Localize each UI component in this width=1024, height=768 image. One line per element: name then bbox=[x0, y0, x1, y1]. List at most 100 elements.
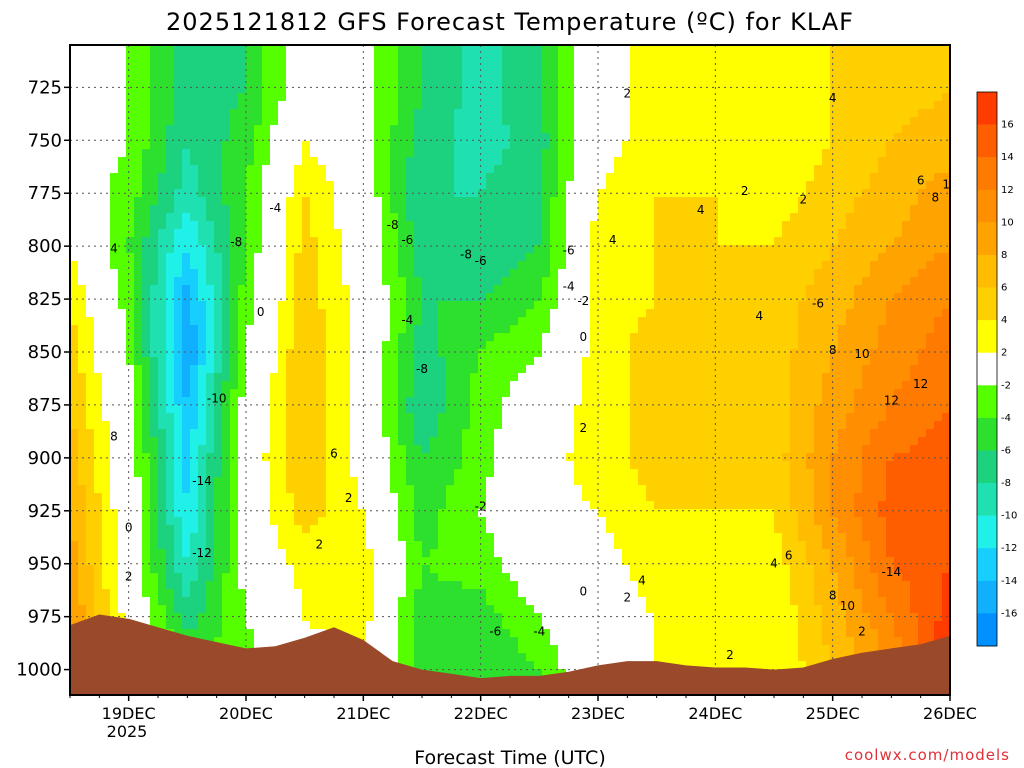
temperature-cell bbox=[390, 317, 399, 326]
temperature-cell bbox=[238, 293, 247, 302]
temperature-cell bbox=[374, 477, 383, 486]
temperature-cell bbox=[398, 445, 407, 454]
temperature-cell bbox=[438, 381, 447, 390]
temperature-cell bbox=[478, 149, 487, 158]
temperature-cell bbox=[78, 381, 87, 390]
temperature-cell bbox=[390, 565, 399, 574]
temperature-cell bbox=[390, 517, 399, 526]
temperature-cell bbox=[318, 301, 327, 310]
temperature-cell bbox=[270, 221, 279, 230]
temperature-cell bbox=[454, 325, 463, 334]
temperature-cell bbox=[262, 605, 271, 614]
temperature-cell bbox=[254, 541, 263, 550]
temperature-cell bbox=[278, 581, 287, 590]
temperature-cell bbox=[486, 453, 495, 462]
temperature-cell bbox=[102, 269, 111, 278]
temperature-cell bbox=[494, 661, 503, 670]
temperature-cell bbox=[334, 301, 343, 310]
temperature-cell bbox=[454, 277, 463, 286]
temperature-cell bbox=[126, 533, 135, 542]
temperature-cell bbox=[438, 213, 447, 222]
temperature-cell bbox=[310, 85, 319, 94]
temperature-cell bbox=[94, 253, 103, 262]
temperature-cell bbox=[190, 509, 199, 518]
temperature-cell bbox=[262, 165, 271, 174]
temperature-cell bbox=[510, 149, 519, 158]
temperature-cell bbox=[366, 205, 375, 214]
temperature-cell bbox=[270, 629, 279, 638]
temperature-cell bbox=[246, 613, 255, 622]
temperature-cell bbox=[286, 405, 295, 414]
temperature-cell bbox=[302, 133, 311, 142]
temperature-cell bbox=[270, 549, 279, 558]
temperature-cell bbox=[206, 325, 215, 334]
temperature-cell bbox=[214, 405, 223, 414]
temperature-cell bbox=[414, 101, 423, 110]
temperature-cell bbox=[398, 189, 407, 198]
temperature-cell bbox=[358, 277, 367, 286]
temperature-cell bbox=[358, 125, 367, 134]
temperature-cell bbox=[326, 621, 335, 630]
temperature-cell bbox=[518, 237, 527, 246]
temperature-cell bbox=[398, 597, 407, 606]
temperature-cell bbox=[190, 197, 199, 206]
temperature-cell bbox=[470, 277, 479, 286]
temperature-cell bbox=[390, 237, 399, 246]
temperature-cell bbox=[494, 61, 503, 70]
temperature-cell bbox=[70, 397, 79, 406]
temperature-cell bbox=[302, 605, 311, 614]
temperature-cell bbox=[534, 549, 543, 558]
temperature-cell bbox=[382, 581, 391, 590]
temperature-cell bbox=[166, 133, 175, 142]
temperature-cell bbox=[118, 157, 127, 166]
temperature-cell bbox=[166, 245, 175, 254]
temperature-cell bbox=[342, 421, 351, 430]
temperature-cell bbox=[166, 61, 175, 70]
temperature-cell bbox=[430, 365, 439, 374]
temperature-cell bbox=[222, 325, 231, 334]
temperature-cell bbox=[230, 213, 239, 222]
temperature-cell bbox=[334, 549, 343, 558]
temperature-cell bbox=[326, 565, 335, 574]
temperature-cell bbox=[542, 389, 551, 398]
temperature-cell bbox=[494, 205, 503, 214]
temperature-cell bbox=[118, 549, 127, 558]
temperature-cell bbox=[246, 117, 255, 126]
temperature-cell bbox=[550, 301, 559, 310]
temperature-cell bbox=[510, 381, 519, 390]
temperature-cell bbox=[94, 533, 103, 542]
temperature-cell bbox=[126, 541, 135, 550]
temperature-cell bbox=[454, 413, 463, 422]
temperature-cell bbox=[526, 381, 535, 390]
temperature-cell bbox=[486, 117, 495, 126]
temperature-cell bbox=[534, 453, 543, 462]
temperature-cell bbox=[542, 397, 551, 406]
temperature-cell bbox=[142, 333, 151, 342]
temperature-cell bbox=[510, 165, 519, 174]
temperature-cell bbox=[318, 93, 327, 102]
temperature-cell bbox=[398, 373, 407, 382]
temperature-cell bbox=[406, 357, 415, 366]
temperature-cell bbox=[126, 133, 135, 142]
temperature-cell bbox=[390, 589, 399, 598]
temperature-cell bbox=[526, 221, 535, 230]
temperature-cell bbox=[254, 141, 263, 150]
temperature-cell bbox=[110, 93, 119, 102]
temperature-cell bbox=[166, 181, 175, 190]
temperature-cell bbox=[294, 597, 303, 606]
temperature-cell bbox=[494, 397, 503, 406]
temperature-cell bbox=[446, 229, 455, 238]
temperature-cell bbox=[358, 477, 367, 486]
temperature-cell bbox=[534, 629, 543, 638]
temperature-cell bbox=[238, 333, 247, 342]
temperature-cell bbox=[510, 541, 519, 550]
temperature-cell bbox=[110, 125, 119, 134]
temperature-cell bbox=[446, 405, 455, 414]
temperature-cell bbox=[382, 317, 391, 326]
temperature-cell bbox=[270, 493, 279, 502]
temperature-cell bbox=[286, 69, 295, 78]
temperature-cell bbox=[86, 429, 95, 438]
temperature-cell bbox=[182, 125, 191, 134]
temperature-cell bbox=[158, 309, 167, 318]
temperature-cell bbox=[326, 277, 335, 286]
